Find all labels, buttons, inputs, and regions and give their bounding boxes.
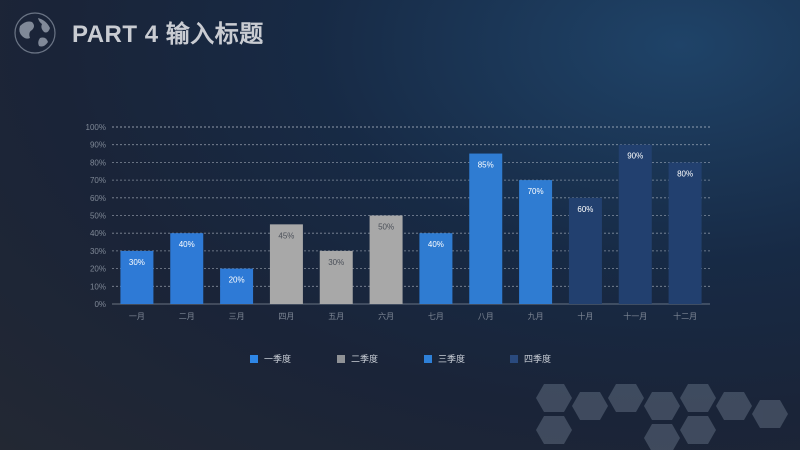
bar-value-label: 70%: [528, 187, 544, 196]
y-tick-label: 0%: [94, 300, 106, 309]
legend-label: 三季度: [438, 353, 465, 364]
x-tick-label: 六月: [378, 311, 394, 321]
x-tick-label: 四月: [278, 312, 294, 321]
bar: [519, 180, 553, 304]
legend-swatch: [424, 355, 432, 363]
x-tick-label: 三月: [229, 312, 245, 321]
y-tick-label: 10%: [90, 282, 106, 291]
legend-item: 三季度: [424, 353, 465, 364]
bar: [618, 144, 652, 304]
x-tick-label: 九月: [528, 312, 544, 321]
globe-icon: [14, 12, 56, 54]
bar: [120, 250, 154, 304]
y-tick-label: 60%: [90, 194, 106, 203]
legend: 一季度 二季度 三季度 四季度: [250, 353, 551, 364]
legend-item: 二季度: [337, 353, 378, 364]
bar: [369, 215, 403, 304]
y-tick-label: 90%: [90, 141, 106, 150]
bar: [419, 233, 453, 304]
bars: 30% 40% 20% 45% 30% 50% 40% 85% 70% 60% 90% 80%: [120, 144, 702, 304]
bar-value-label: 40%: [179, 240, 195, 249]
legend-label: 二季度: [351, 353, 378, 364]
y-tick-label: 50%: [90, 212, 106, 221]
hexagon-decoration: [536, 384, 788, 450]
legend-label: 一季度: [264, 353, 291, 364]
bar-value-label: 85%: [478, 161, 494, 170]
x-tick-label: 十一月: [623, 311, 647, 321]
legend-item: 一季度: [250, 353, 291, 364]
bar-value-label: 30%: [328, 258, 344, 267]
bar: [170, 233, 204, 304]
y-tick-label: 70%: [90, 176, 106, 185]
bar-value-label: 30%: [129, 258, 145, 267]
legend-swatch: [510, 355, 518, 363]
x-tick-label: 七月: [428, 312, 444, 321]
bar: [469, 153, 503, 304]
x-tick-label: 十二月: [673, 311, 697, 321]
bar: [319, 250, 353, 304]
x-tick-label: 十月: [577, 311, 593, 321]
page-title: PART 4 输入标题: [72, 21, 264, 48]
y-tick-label: 80%: [90, 158, 106, 167]
x-tick-label: 五月: [328, 312, 344, 321]
bar: [220, 268, 254, 304]
bar: [269, 224, 303, 304]
legend-swatch: [250, 355, 258, 363]
y-tick-label: 100%: [86, 123, 106, 132]
bar: [668, 162, 702, 304]
y-tick-label: 30%: [90, 247, 106, 256]
bar-value-label: 50%: [378, 223, 394, 232]
bar: [568, 197, 602, 304]
bar-value-label: 45%: [278, 231, 294, 240]
bar-value-label: 80%: [677, 169, 693, 178]
bar-value-label: 20%: [229, 276, 245, 285]
legend-item: 四季度: [510, 353, 551, 364]
x-tick-label: 一月: [129, 312, 145, 321]
x-tick-label: 八月: [478, 312, 494, 321]
legend-label: 四季度: [524, 353, 551, 364]
y-tick-label: 20%: [90, 265, 106, 274]
bar-value-label: 90%: [627, 152, 643, 161]
y-tick-label: 40%: [90, 229, 106, 238]
legend-swatch: [337, 355, 345, 363]
bar-value-label: 40%: [428, 240, 444, 249]
y-axis: 0% 10% 20% 30% 40% 50% 60% 70% 80% 90% 100%: [86, 123, 106, 309]
x-tick-label: 二月: [179, 312, 195, 321]
bar-value-label: 60%: [577, 205, 593, 214]
gridlines: [112, 126, 710, 305]
x-axis: 一月 二月 三月 四月 五月 六月 七月 八月 九月 十月 十一月 十二月: [129, 311, 697, 321]
